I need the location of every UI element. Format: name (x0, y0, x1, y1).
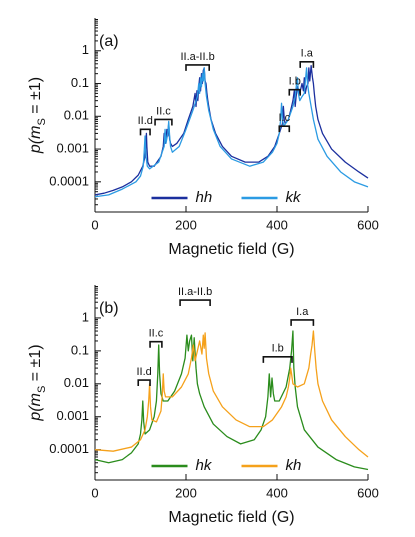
bracket (185, 64, 211, 71)
annotation: II.a-II.b (178, 286, 212, 298)
annotation: I.b (289, 76, 301, 88)
y-tick-label: 1 (82, 42, 89, 57)
series-line (94, 330, 369, 471)
annotation: I.b (272, 343, 284, 355)
x-tick-label: 400 (266, 485, 288, 500)
bracket (154, 118, 173, 126)
annotation: II.c (149, 328, 164, 340)
x-tick-label: 600 (357, 217, 379, 232)
series-line (94, 67, 369, 198)
x-tick-label: 400 (266, 217, 288, 232)
bracket (149, 340, 163, 348)
y-tick-label: 0.0001 (49, 173, 89, 188)
panel-label: (b) (99, 300, 119, 317)
bracket (290, 319, 315, 326)
bracket (288, 88, 302, 96)
y-label-part: p(m (27, 126, 44, 155)
y-tick-label: 0.1 (71, 75, 89, 90)
y-tick-label: 0.001 (56, 408, 89, 423)
annotation: II.d (136, 366, 151, 378)
legend-label: kk (286, 189, 303, 206)
bracket (139, 128, 151, 136)
annotation: I.a (301, 48, 314, 60)
x-tick-label: 600 (357, 485, 379, 500)
legend-label: kh (286, 457, 302, 474)
y-axis-label: p(mS = ±1) (27, 77, 48, 154)
y-tick-label: 0.001 (56, 141, 89, 156)
bracket (137, 379, 151, 387)
x-tick-label: 0 (91, 485, 98, 500)
annotation: II.d (138, 115, 153, 127)
legend-label: hk (196, 457, 213, 474)
y-tick-label: 0.1 (71, 342, 89, 357)
y-tick-label: 0.01 (64, 108, 89, 123)
y-tick-label: 0.01 (64, 375, 89, 390)
y-label-part: = ±1) (27, 344, 44, 385)
y-label-part: p(m (27, 393, 44, 422)
annotation: I.c (278, 112, 290, 124)
annotation: II.c (156, 105, 171, 117)
bracket (278, 125, 291, 133)
annotation: II.a-II.b (180, 51, 214, 63)
annotation: I.a (296, 306, 309, 318)
x-tick-label: 200 (175, 217, 197, 232)
y-tick-label: 1 (82, 309, 89, 324)
bracket (299, 61, 315, 68)
y-tick-label: 0.0001 (49, 441, 89, 456)
bracket (179, 299, 211, 307)
y-axis-label: p(mS = ±1) (27, 344, 48, 421)
panel-label: (a) (99, 33, 119, 50)
y-label-part: = ±1) (27, 77, 44, 118)
x-axis-label: Magnetic field (G) (168, 509, 294, 526)
x-tick-label: 0 (91, 217, 98, 232)
y-label-sub: S (36, 386, 48, 393)
x-tick-label: 200 (175, 485, 197, 500)
legend-label: hh (196, 189, 213, 206)
y-label-sub: S (36, 118, 48, 125)
series-line (94, 330, 369, 458)
series-line (94, 65, 369, 196)
bracket (262, 356, 293, 363)
x-axis-label: Magnetic field (G) (168, 241, 294, 258)
